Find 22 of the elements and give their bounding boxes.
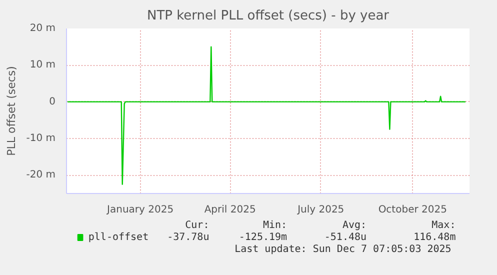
x-tick-label: April 2025 [204, 204, 256, 216]
y-axis-title: PLL offset (secs) [5, 66, 18, 156]
y-tick-label: 10 m [30, 60, 56, 71]
text: Avg: [342, 220, 367, 231]
y-tick-label: -20 m [26, 170, 56, 181]
x-tick-label: July 2025 [296, 204, 344, 216]
text: 116.48m [414, 232, 456, 243]
x-tick-label: January 2025 [106, 204, 174, 216]
chart-title: NTP kernel PLL offset (secs) - by year [146, 8, 390, 24]
text: -51.48u [324, 232, 367, 243]
y-tick-label: 20 m [30, 23, 56, 34]
y-tick-label: -10 m [26, 133, 56, 144]
legend-label: pll-offset [88, 232, 149, 243]
text: Min: [262, 220, 288, 231]
text: -125.19m [238, 232, 288, 243]
text: Last update: Sun Dec 7 07:05:03 2025 [234, 244, 452, 255]
text: Max: [432, 220, 456, 231]
y-tick-label: 0 [49, 96, 56, 108]
text: Cur: [185, 220, 210, 231]
line-series [66, 46, 466, 185]
text: -37.78u [167, 232, 210, 243]
x-tick-label: October 2025 [378, 204, 447, 216]
